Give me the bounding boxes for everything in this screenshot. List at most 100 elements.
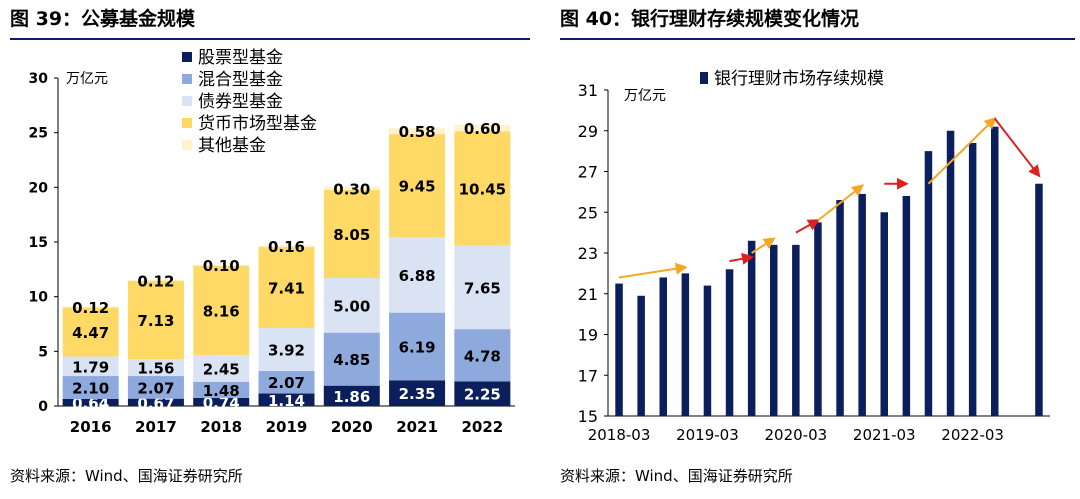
bar bbox=[991, 126, 999, 417]
trend-arrow bbox=[795, 219, 821, 234]
legend-label: 其他基金 bbox=[198, 136, 266, 156]
bar-segment bbox=[454, 131, 511, 246]
figure-40-title: 图 40：银行理财存续规模变化情况 bbox=[560, 8, 860, 30]
wealth-mgmt-chart-container: 15 17 19 21 23 25 27 29 31 万亿元 2018-03 2019-03 2020-… bbox=[560, 44, 1075, 458]
y-axis-unit-label: 万亿元 bbox=[66, 71, 108, 87]
figure-39-title-rule bbox=[10, 38, 530, 40]
bar-value-label: 1.79 bbox=[72, 358, 109, 376]
bar-segment bbox=[258, 393, 315, 406]
figure-40-title-rule bbox=[560, 38, 1075, 40]
bar-value-label: 0.16 bbox=[268, 238, 305, 256]
bar bbox=[968, 142, 977, 416]
bar-value-label: 0.30 bbox=[333, 180, 370, 198]
bar bbox=[770, 244, 778, 416]
bar-segment bbox=[127, 376, 184, 399]
legend-label: 货币市场型基金 bbox=[198, 114, 317, 134]
bar-value-label: 5.00 bbox=[333, 297, 370, 315]
x-tick-label: 2018 bbox=[200, 418, 242, 436]
bar-segment bbox=[193, 354, 250, 382]
x-tick-label: 2019-03 bbox=[676, 426, 739, 444]
y-tick-label: 0 bbox=[38, 399, 48, 415]
y-tick-label: 21 bbox=[578, 285, 598, 304]
bar-value-label: 8.05 bbox=[333, 226, 370, 244]
legend-swatch bbox=[182, 140, 192, 150]
bar-segment bbox=[389, 312, 446, 381]
bar-value-label: 10.45 bbox=[459, 180, 506, 198]
figure-39-title: 图 39：公募基金规模 bbox=[10, 8, 196, 30]
bar-segment bbox=[62, 376, 119, 400]
y-tick-label: 30 bbox=[29, 71, 49, 87]
bar-segment bbox=[258, 328, 315, 371]
bar-value-label: 1.14 bbox=[268, 392, 305, 410]
legend-swatch bbox=[182, 96, 192, 106]
y-tick-label: 15 bbox=[29, 235, 48, 251]
bar-segment bbox=[127, 358, 184, 377]
bar-value-label: 1.86 bbox=[333, 388, 370, 406]
bar-value-label: 0.67 bbox=[137, 394, 174, 412]
bar bbox=[681, 273, 690, 416]
bar-segment bbox=[323, 186, 380, 190]
x-tick-label: 2020-03 bbox=[765, 426, 828, 444]
bar-value-label: 4.85 bbox=[333, 351, 370, 369]
figure-39-source: 资料来源：Wind、国海证券研究所 bbox=[10, 467, 243, 485]
bar-value-label: 8.16 bbox=[203, 302, 240, 320]
bar-value-label: 6.88 bbox=[399, 267, 436, 285]
trend-arrow bbox=[817, 184, 865, 222]
x-tick-label: 2017 bbox=[135, 418, 177, 436]
bar-segment bbox=[258, 370, 315, 394]
legend-swatch bbox=[182, 52, 192, 62]
trend-arrow bbox=[927, 116, 997, 185]
bar bbox=[858, 193, 866, 416]
bar-segment bbox=[323, 332, 380, 386]
bar-segment bbox=[323, 277, 380, 333]
bar-value-label: 3.92 bbox=[268, 341, 305, 359]
bar bbox=[924, 151, 933, 416]
trend-arrow bbox=[993, 117, 1041, 178]
legend-swatch bbox=[182, 118, 192, 128]
bar-value-label: 2.25 bbox=[464, 386, 501, 404]
bar-value-label: 1.56 bbox=[137, 360, 174, 378]
y-tick-label: 23 bbox=[578, 244, 598, 263]
legend-label: 混合型基金 bbox=[198, 70, 283, 90]
bar bbox=[836, 200, 844, 416]
bar bbox=[1035, 183, 1043, 416]
bar-segment bbox=[127, 279, 184, 282]
y-tick-label: 25 bbox=[29, 126, 48, 142]
bar-value-label: 2.07 bbox=[137, 379, 174, 397]
bar-segment bbox=[389, 380, 446, 406]
bar-value-label: 2.07 bbox=[268, 374, 305, 392]
x-tick-label: 2021-03 bbox=[853, 426, 916, 444]
y-tick-label: 29 bbox=[578, 122, 598, 141]
bar-value-label: 0.58 bbox=[399, 123, 436, 141]
trend-arrow bbox=[729, 252, 755, 265]
bar-value-label: 2.45 bbox=[203, 360, 240, 378]
legend-label: 银行理财市场存续规模 bbox=[714, 69, 884, 89]
legend-label: 债券型基金 bbox=[198, 92, 283, 112]
bar-value-label: 0.12 bbox=[137, 272, 174, 290]
bar-value-label: 2.35 bbox=[399, 385, 436, 403]
bar-segment bbox=[193, 381, 250, 398]
bar bbox=[725, 269, 734, 416]
bar bbox=[946, 130, 955, 416]
bar-segment bbox=[454, 124, 511, 132]
trend-arrow bbox=[751, 237, 776, 254]
bar-value-label: 0.74 bbox=[203, 394, 240, 412]
y-tick-label: 19 bbox=[578, 326, 598, 345]
bar-value-label: 2.10 bbox=[72, 380, 109, 398]
bar-segment bbox=[454, 245, 511, 330]
bar-segment bbox=[193, 264, 250, 266]
bar-segment bbox=[193, 265, 250, 355]
legend-swatch bbox=[182, 74, 192, 84]
bar-value-label: 0.12 bbox=[72, 299, 109, 317]
trend-arrow bbox=[618, 262, 688, 279]
bar-segment bbox=[258, 245, 315, 248]
legend-swatch bbox=[700, 72, 708, 84]
x-tick-label: 2021 bbox=[396, 418, 438, 436]
y-tick-label: 25 bbox=[578, 203, 598, 222]
legend-label: 股票型基金 bbox=[198, 48, 283, 68]
bar bbox=[637, 295, 645, 416]
bar-value-label: 0.10 bbox=[203, 257, 240, 275]
figure-40-source: 资料来源：Wind、国海证券研究所 bbox=[560, 467, 793, 485]
bar-value-label: 7.65 bbox=[464, 279, 501, 297]
